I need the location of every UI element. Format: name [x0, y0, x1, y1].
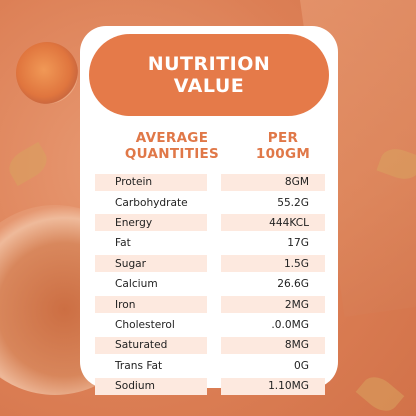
nutrition-row: Protein 8GM	[95, 172, 325, 192]
nutrient-value: 26.6G	[277, 278, 309, 291]
column-header-line: AVERAGE	[135, 130, 209, 146]
nutrient-name: Sugar	[95, 255, 207, 273]
title-line: NUTRITION	[147, 53, 271, 75]
nutrient-value: 8GM	[221, 173, 325, 191]
nutrient-name: Calcium	[115, 278, 158, 291]
nutrient-value: 2MG	[221, 296, 325, 314]
nutrient-name: Fat	[115, 237, 131, 250]
title-line: VALUE	[173, 75, 245, 97]
nutrition-row: Trans Fat 0G	[95, 356, 325, 376]
nutrition-row: Fat 17G	[95, 233, 325, 253]
sauce-bowl-image	[16, 42, 78, 104]
nutrition-row: Calcium 26.6G	[95, 274, 325, 294]
nutrient-name: Sodium	[95, 377, 207, 395]
nutrition-card: NUTRITION VALUE AVERAGE QUANTITIES PER 1…	[80, 26, 338, 395]
nutrient-value: 8MG	[221, 336, 325, 354]
nutrient-name: Cholesterol	[115, 318, 175, 331]
nutrient-value: 1.5G	[221, 255, 325, 273]
nutrient-name: Trans Fat	[115, 359, 163, 372]
nutrition-title-banner: NUTRITION VALUE	[89, 34, 329, 116]
leaf-decoration	[3, 141, 53, 187]
nutrition-row: Saturated 8MG	[95, 335, 325, 355]
nutrient-name: Iron	[95, 296, 207, 314]
nutrient-value: 55.2G	[277, 196, 309, 209]
nutrient-value: 0G	[294, 359, 309, 372]
nutrition-row: Cholesterol .0.0MG	[95, 315, 325, 335]
nutrient-value: 17G	[287, 237, 309, 250]
nutrient-name: Carbohydrate	[115, 196, 188, 209]
column-header-line: QUANTITIES	[124, 146, 220, 162]
nutrient-value: 444KCL	[221, 214, 325, 232]
nutrition-row: Carbohydrate 55.2G	[95, 192, 325, 212]
column-header-quantities: AVERAGE QUANTITIES	[110, 130, 234, 162]
nutrition-row: Sodium 1.10MG	[95, 376, 325, 396]
column-header-per-100gm: PER 100GM	[238, 130, 328, 162]
nutrition-table: Protein 8GM Carbohydrate 55.2G Energy 444KCL F…	[95, 172, 325, 396]
nutrition-row: Iron 2MG	[95, 294, 325, 314]
nutrient-name: Energy	[95, 214, 207, 232]
nutrient-value: 1.10MG	[221, 377, 325, 395]
nutrient-name: Saturated	[95, 336, 207, 354]
leaf-decoration	[355, 370, 405, 416]
nutrient-name: Protein	[95, 173, 207, 191]
nutrient-value: .0.0MG	[271, 318, 309, 331]
column-header-line: 100GM	[255, 146, 311, 162]
nutrition-row: Sugar 1.5G	[95, 254, 325, 274]
nutrition-row: Energy 444KCL	[95, 213, 325, 233]
column-header-line: PER	[267, 130, 299, 146]
